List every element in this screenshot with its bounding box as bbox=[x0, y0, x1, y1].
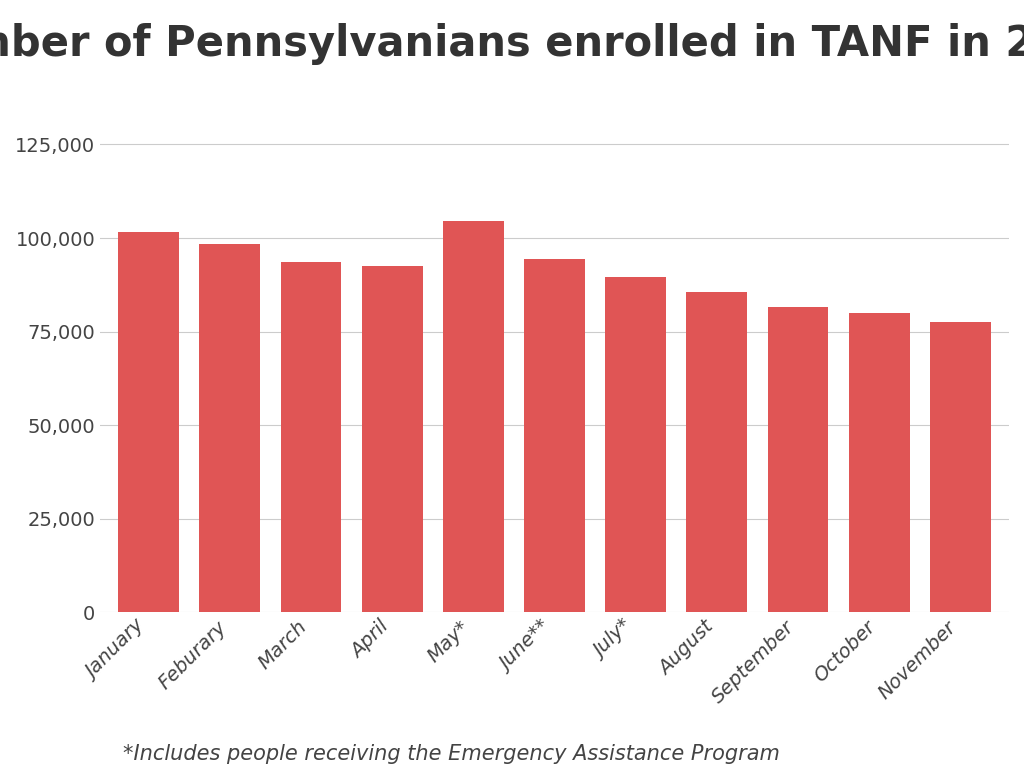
Bar bbox=[768, 307, 828, 612]
Text: *Includes people receiving the Emergency Assistance Program: *Includes people receiving the Emergency… bbox=[123, 744, 779, 764]
Bar bbox=[849, 313, 909, 612]
Bar bbox=[930, 323, 991, 612]
Bar bbox=[361, 266, 423, 612]
Bar bbox=[200, 243, 260, 612]
Bar bbox=[686, 293, 748, 612]
Bar bbox=[118, 233, 179, 612]
Bar bbox=[524, 259, 585, 612]
Bar bbox=[443, 221, 504, 612]
Text: Number of Pennsylvanians enrolled in TANF in 2020: Number of Pennsylvanians enrolled in TAN… bbox=[0, 23, 1024, 65]
Bar bbox=[281, 263, 341, 612]
Bar bbox=[605, 277, 666, 612]
